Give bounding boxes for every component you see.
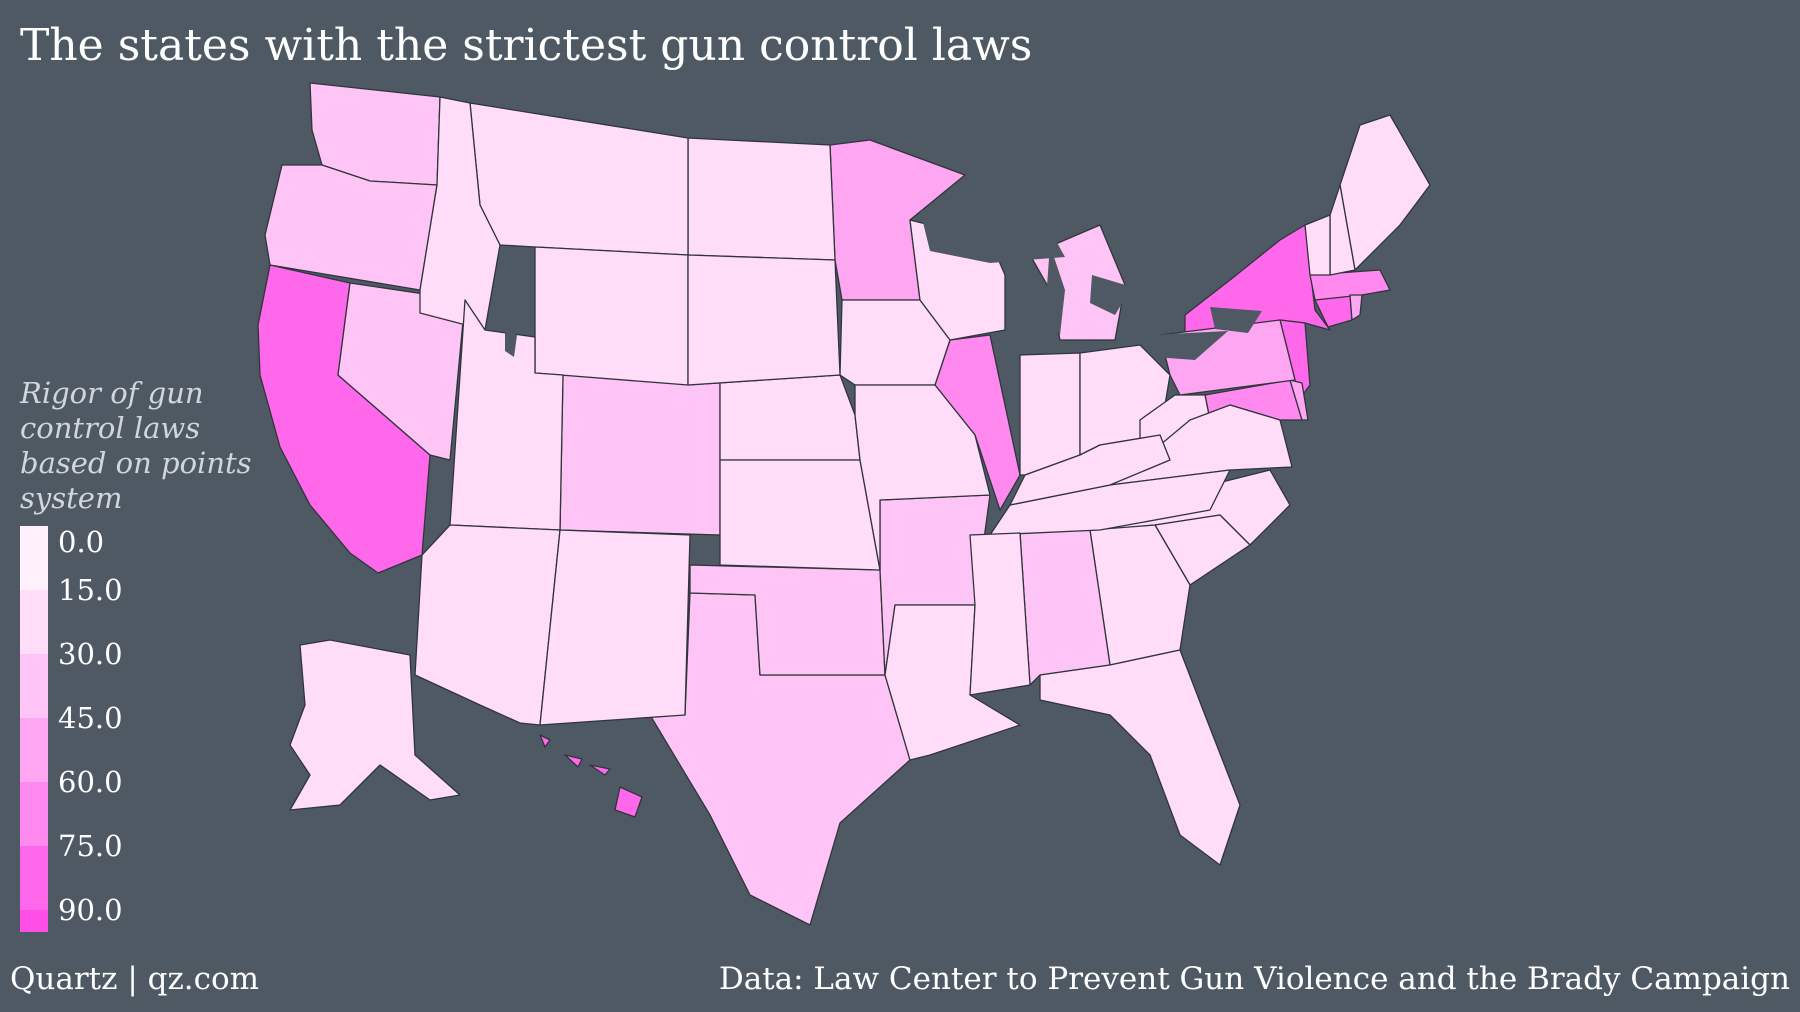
state-colorado (559, 374, 721, 536)
state-vermont (1304, 214, 1331, 276)
state-arizona (414, 524, 561, 726)
state-delaware (1289, 379, 1309, 421)
state-north-dakota (687, 137, 836, 261)
legend-tick-label: 90.0 (58, 893, 123, 927)
state-florida (1039, 649, 1241, 866)
legend-tick-label: 0.0 (58, 525, 105, 559)
state-montana (469, 102, 689, 256)
state-wyoming (534, 246, 689, 386)
us-map (230, 75, 1650, 955)
state-utah (449, 299, 564, 531)
legend-tick-label: 60.0 (58, 765, 123, 799)
legend-tick-label: 15.0 (58, 573, 123, 607)
water-layer (505, 210, 1314, 467)
state-indiana (1019, 352, 1081, 476)
state-kentucky (1009, 434, 1171, 506)
chesapeake-bay (1298, 427, 1314, 467)
chart-title: The states with the strictest gun contro… (20, 20, 1033, 71)
legend-swatch (20, 590, 48, 654)
legend-swatch (20, 526, 48, 590)
legend-tick-label: 45.0 (58, 701, 123, 735)
state-alaska (289, 639, 461, 811)
us-choropleth-map (257, 82, 1431, 926)
legend-title: Rigor of gun control laws based on point… (20, 376, 252, 515)
legend-swatch (20, 846, 48, 910)
state-maine (1339, 114, 1431, 271)
state-rhode-island (1349, 294, 1363, 321)
legend-tick-label: 30.0 (58, 637, 123, 671)
legend-swatch (20, 782, 48, 846)
great-lakes (920, 210, 1262, 360)
salt-lake (505, 327, 517, 357)
state-missouri (854, 384, 991, 571)
state-south-dakota (687, 254, 841, 386)
state-kansas (719, 459, 881, 571)
state-mississippi (969, 532, 1031, 696)
color-legend: 0.0 15.0 30.0 45.0 60.0 75.0 90.0 (20, 526, 220, 932)
state-new-mexico (539, 529, 691, 726)
legend-swatch (20, 654, 48, 718)
state-massachusetts (1309, 269, 1391, 301)
state-hawaii (539, 734, 643, 818)
legend-tick-label: 75.0 (58, 829, 123, 863)
legend-swatch (20, 910, 48, 932)
legend-swatch (20, 718, 48, 782)
source-credit: Quartz | qz.com (10, 961, 260, 997)
data-source: Data: Law Center to Prevent Gun Violence… (718, 961, 1790, 997)
states-layer (257, 82, 1431, 926)
